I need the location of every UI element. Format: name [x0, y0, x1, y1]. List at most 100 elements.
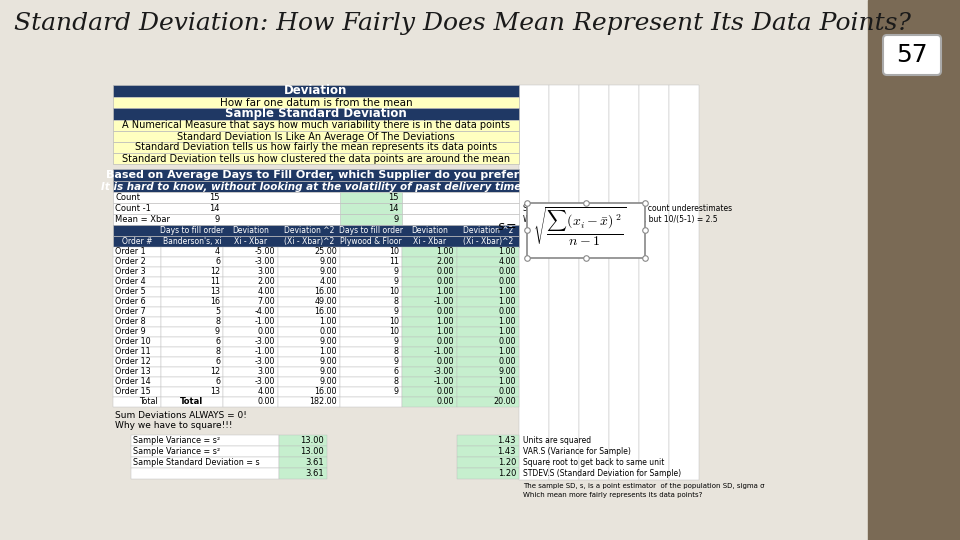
Text: 4.00: 4.00: [320, 278, 337, 287]
Text: 3.00: 3.00: [257, 267, 275, 276]
Bar: [340, 397, 402, 407]
Text: 9: 9: [394, 388, 399, 396]
Bar: [279, 457, 327, 468]
Bar: [113, 97, 519, 108]
Text: 0.00: 0.00: [257, 327, 275, 336]
Text: 4.00: 4.00: [498, 258, 516, 267]
Text: Order 10: Order 10: [115, 338, 151, 347]
Text: 49.00: 49.00: [314, 298, 337, 307]
Text: 12: 12: [210, 368, 220, 376]
Bar: [161, 397, 223, 407]
Text: Banderson's, xi: Banderson's, xi: [162, 237, 222, 246]
Text: 13.00: 13.00: [300, 436, 324, 445]
Bar: [223, 287, 278, 297]
Bar: [669, 85, 699, 480]
Bar: [278, 277, 340, 287]
Bar: [457, 457, 519, 468]
Bar: [223, 277, 278, 287]
Bar: [340, 267, 402, 277]
Text: 3.00: 3.00: [257, 368, 275, 376]
Text: STDEV.S (Standard Deviation for Sample): STDEV.S (Standard Deviation for Sample): [523, 469, 682, 478]
Text: Mean = Xbar: Mean = Xbar: [115, 215, 170, 224]
Text: 9.00: 9.00: [320, 357, 337, 367]
Bar: [279, 435, 327, 446]
Bar: [223, 377, 278, 387]
Text: Deviation: Deviation: [232, 226, 269, 235]
Bar: [278, 377, 340, 387]
Bar: [113, 287, 161, 297]
Bar: [223, 247, 278, 257]
Bar: [402, 357, 457, 367]
Text: 20.00: 20.00: [493, 397, 516, 407]
Text: 15: 15: [389, 193, 399, 202]
Text: 1.00: 1.00: [498, 327, 516, 336]
Bar: [340, 377, 402, 387]
Text: Days to fill order: Days to fill order: [160, 226, 224, 235]
Bar: [113, 377, 161, 387]
Text: Count -1: Count -1: [115, 204, 151, 213]
Bar: [113, 317, 161, 327]
Text: 10: 10: [389, 327, 399, 336]
Text: -3.00: -3.00: [254, 258, 275, 267]
Bar: [113, 131, 519, 142]
Bar: [113, 277, 161, 287]
Bar: [113, 225, 519, 236]
Text: 0.00: 0.00: [320, 327, 337, 336]
Bar: [223, 327, 278, 337]
Bar: [161, 267, 223, 277]
Bar: [113, 192, 519, 203]
Text: VAR.S (Variance for Sample): VAR.S (Variance for Sample): [523, 447, 631, 456]
Text: Xi - Xbar: Xi - Xbar: [413, 237, 446, 246]
Text: 9: 9: [394, 215, 399, 224]
Text: What minus one does: 10/5 = 2, but 10/(5-1) = 2.5: What minus one does: 10/5 = 2, but 10/(5…: [523, 215, 718, 224]
Bar: [402, 297, 457, 307]
Bar: [131, 457, 279, 468]
Bar: [457, 377, 519, 387]
Text: 3.61: 3.61: [305, 469, 324, 478]
Bar: [340, 307, 402, 317]
Text: Sample Variance = s²: Sample Variance = s²: [133, 447, 220, 456]
Bar: [457, 257, 519, 267]
Text: 13.00: 13.00: [300, 447, 324, 456]
Text: -3.00: -3.00: [434, 368, 454, 376]
Bar: [609, 85, 639, 480]
Bar: [223, 297, 278, 307]
Bar: [278, 337, 340, 347]
Bar: [161, 277, 223, 287]
Bar: [457, 307, 519, 317]
Bar: [278, 257, 340, 267]
Text: 8: 8: [215, 348, 220, 356]
Text: Order 5: Order 5: [115, 287, 146, 296]
Text: 10: 10: [389, 318, 399, 327]
Bar: [340, 337, 402, 347]
Text: 2.00: 2.00: [437, 258, 454, 267]
Text: 9: 9: [215, 327, 220, 336]
Text: 5: 5: [215, 307, 220, 316]
Text: 9.00: 9.00: [320, 258, 337, 267]
Text: 0.00: 0.00: [437, 357, 454, 367]
Text: 6: 6: [394, 368, 399, 376]
Bar: [402, 247, 457, 257]
Text: (Xi - Xbar)^2: (Xi - Xbar)^2: [463, 237, 514, 246]
Bar: [340, 347, 402, 357]
Text: Order 13: Order 13: [115, 368, 151, 376]
Text: Order 11: Order 11: [115, 348, 151, 356]
Text: Deviation ^2: Deviation ^2: [463, 226, 514, 235]
Bar: [113, 257, 161, 267]
Text: 1.00: 1.00: [498, 348, 516, 356]
Text: 16: 16: [210, 298, 220, 307]
Bar: [113, 203, 519, 214]
Text: Plywood & Floor: Plywood & Floor: [340, 237, 402, 246]
Text: 0.00: 0.00: [498, 338, 516, 347]
Bar: [113, 236, 519, 247]
Text: 8: 8: [394, 348, 399, 356]
Text: -1.00: -1.00: [434, 348, 454, 356]
Text: 2.00: 2.00: [257, 278, 275, 287]
Text: -1.00: -1.00: [254, 318, 275, 327]
Text: Order 8: Order 8: [115, 318, 146, 327]
Bar: [457, 435, 519, 446]
Text: Order 15: Order 15: [115, 388, 151, 396]
Text: Standard Deviation tells us how fairly the mean represents its data points: Standard Deviation tells us how fairly t…: [135, 143, 497, 152]
Bar: [131, 435, 279, 446]
Bar: [579, 85, 609, 480]
